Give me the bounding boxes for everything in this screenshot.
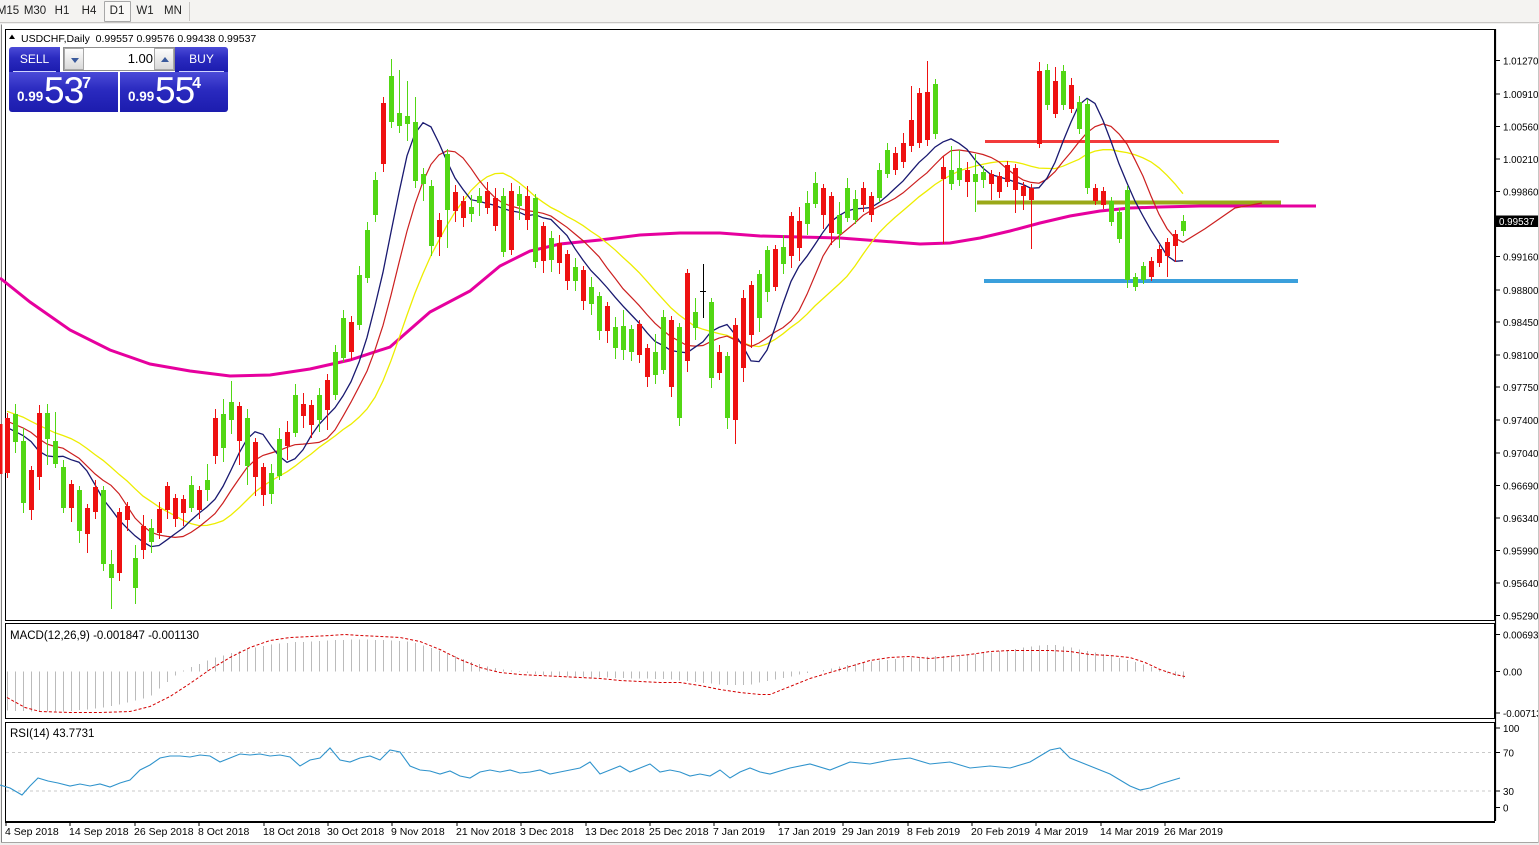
- svg-text:MACD(12,26,9) -0.001847 -0.001: MACD(12,26,9) -0.001847 -0.001130: [10, 630, 199, 642]
- svg-text:100: 100: [1503, 724, 1520, 735]
- svg-text:1.00560: 1.00560: [1503, 123, 1539, 134]
- svg-text:20 Feb 2019: 20 Feb 2019: [971, 826, 1030, 838]
- svg-text:26 Sep 2018: 26 Sep 2018: [134, 826, 194, 838]
- svg-text:1.00210: 1.00210: [1503, 155, 1539, 166]
- svg-text:29 Jan 2019: 29 Jan 2019: [842, 826, 900, 838]
- svg-text:4 Mar 2019: 4 Mar 2019: [1035, 826, 1088, 838]
- svg-text:0.96340: 0.96340: [1503, 514, 1539, 525]
- svg-text:0: 0: [1503, 804, 1509, 815]
- svg-text:30: 30: [1503, 787, 1514, 798]
- svg-text:-0.007138: -0.007138: [1503, 709, 1539, 720]
- svg-text:0.006936: 0.006936: [1503, 631, 1539, 642]
- svg-text:RSI(14) 43.7731: RSI(14) 43.7731: [10, 728, 94, 740]
- svg-text:14 Sep 2018: 14 Sep 2018: [69, 826, 129, 838]
- svg-text:0.00: 0.00: [1503, 668, 1523, 679]
- svg-text:0.98450: 0.98450: [1503, 318, 1539, 329]
- svg-text:9 Nov 2018: 9 Nov 2018: [391, 826, 445, 838]
- svg-text:70: 70: [1503, 749, 1514, 760]
- svg-text:0.95640: 0.95640: [1503, 579, 1539, 590]
- svg-text:USDCHF,Daily 0.99557 0.99576: USDCHF,Daily 0.99557 0.99576 0.99438 0.9…: [21, 33, 256, 45]
- svg-text:14 Mar 2019: 14 Mar 2019: [1100, 826, 1159, 838]
- svg-text:4 Sep 2018: 4 Sep 2018: [5, 826, 59, 838]
- svg-text:7 Jan 2019: 7 Jan 2019: [713, 826, 765, 838]
- svg-text:26 Mar 2019: 26 Mar 2019: [1164, 826, 1223, 838]
- svg-text:3 Dec 2018: 3 Dec 2018: [520, 826, 574, 838]
- svg-text:8 Feb 2019: 8 Feb 2019: [907, 826, 960, 838]
- svg-text:0.95290: 0.95290: [1503, 612, 1539, 623]
- svg-text:0.96690: 0.96690: [1503, 482, 1539, 493]
- svg-text:1.01270: 1.01270: [1503, 57, 1539, 68]
- svg-text:0.95990: 0.95990: [1503, 547, 1539, 558]
- svg-text:0.97750: 0.97750: [1503, 383, 1539, 394]
- svg-text:8 Oct 2018: 8 Oct 2018: [198, 826, 250, 838]
- svg-text:18 Oct 2018: 18 Oct 2018: [263, 826, 320, 838]
- svg-text:0.98100: 0.98100: [1503, 351, 1539, 362]
- svg-text:0.99860: 0.99860: [1503, 188, 1539, 199]
- svg-text:25 Dec 2018: 25 Dec 2018: [649, 826, 709, 838]
- svg-text:30 Oct 2018: 30 Oct 2018: [327, 826, 384, 838]
- svg-text:21 Nov 2018: 21 Nov 2018: [456, 826, 516, 838]
- svg-text:17 Jan 2019: 17 Jan 2019: [778, 826, 836, 838]
- svg-text:13 Dec 2018: 13 Dec 2018: [585, 826, 645, 838]
- svg-text:0.99537: 0.99537: [1499, 217, 1534, 228]
- svg-text:0.98800: 0.98800: [1503, 286, 1539, 297]
- svg-text:1.00910: 1.00910: [1503, 90, 1539, 101]
- svg-text:0.97400: 0.97400: [1503, 416, 1539, 427]
- svg-text:0.99160: 0.99160: [1503, 253, 1539, 264]
- svg-text:0.97040: 0.97040: [1503, 449, 1539, 460]
